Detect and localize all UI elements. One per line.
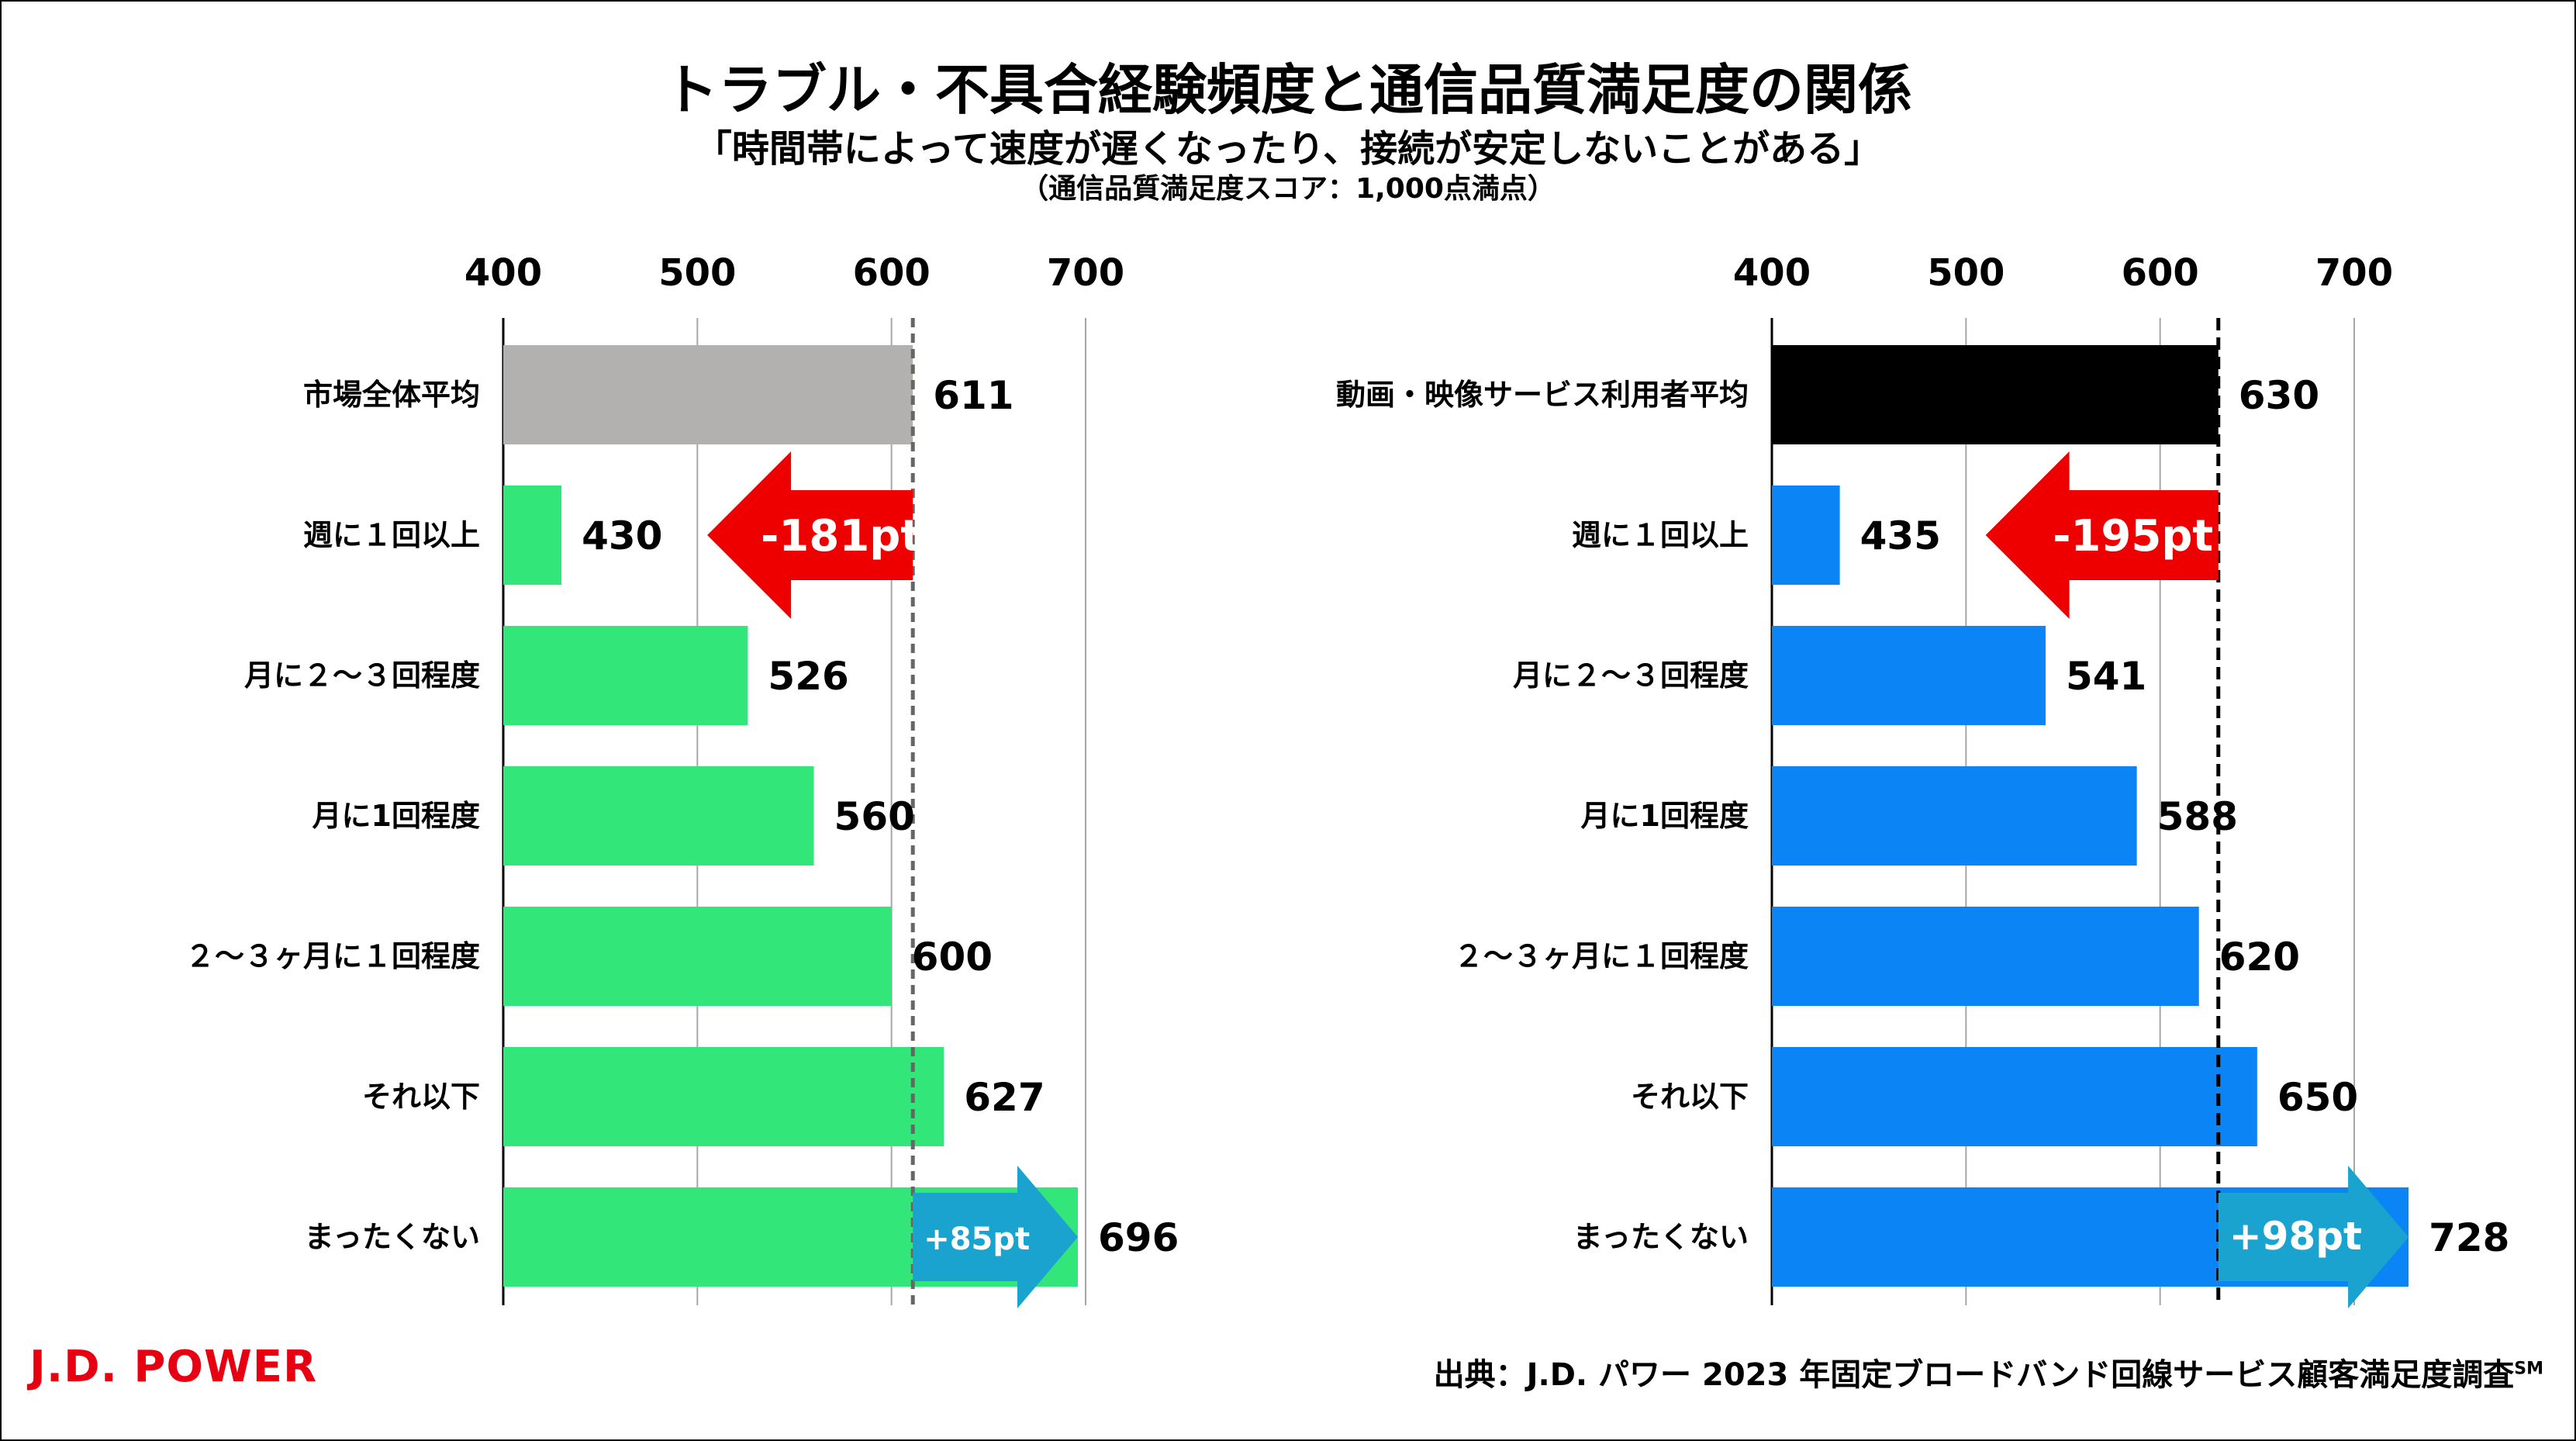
- right-value-label: 435: [1860, 513, 1941, 558]
- right-bar: [1772, 907, 2199, 1006]
- source-note: 出典：J.D. パワー 2023 年固定ブロードバンド回線サービス顧客満足度調査…: [1434, 1349, 2543, 1394]
- right-increase-arrow: [2218, 1166, 2409, 1308]
- chart-subtitle: 「時間帯によって速度が遅くなったり、接続が安定しないことがある」: [694, 127, 1882, 171]
- left-tick-label: 500: [658, 251, 736, 295]
- left-decrease-arrow: [707, 451, 913, 619]
- right-increase-label: +98pt: [2229, 1214, 2362, 1259]
- left-category-label: 週に１回以上: [303, 518, 480, 552]
- chart-title: トラブル・不具合経験頻度と通信品質満足度の関係: [664, 58, 1912, 122]
- right-tick-label: 600: [2122, 251, 2199, 295]
- left-value-label: 430: [582, 513, 662, 558]
- left-category-label: ２～３ヶ月に１回程度: [185, 939, 480, 973]
- left-category-label: 月に２～３回程度: [244, 658, 480, 693]
- right-tick-label: 500: [1927, 251, 2005, 295]
- left-category-label: 月に1回程度: [313, 799, 480, 833]
- left-value-label: 696: [1098, 1215, 1179, 1260]
- right-decrease-label: -195pt: [2053, 511, 2213, 562]
- left-value-label: 526: [768, 654, 848, 699]
- right-value-label: 588: [2157, 794, 2238, 839]
- right-category-label: 動画・映像サービス利用者平均: [1336, 378, 1749, 412]
- right-category-label: 月に２～３回程度: [1513, 658, 1749, 693]
- left-category-label: それ以下: [362, 1080, 480, 1114]
- right-bar: [1772, 1047, 2257, 1146]
- right-chart: 400 500 600 700 動画・映像サービス利用者平均週に１回以上月に２～３回程度…: [1336, 251, 2509, 1308]
- right-category-label: 月に1回程度: [1581, 799, 1749, 833]
- right-category-label: まったくない: [1573, 1220, 1749, 1254]
- right-category-label: それ以下: [1631, 1080, 1749, 1114]
- left-decrease-label: -181pt: [761, 511, 921, 562]
- right-value-label: 630: [2239, 373, 2319, 418]
- right-value-label: 650: [2277, 1075, 2358, 1120]
- right-category-label: ２～３ヶ月に１回程度: [1454, 939, 1749, 973]
- right-bar: [1772, 766, 2137, 866]
- right-value-label: 620: [2219, 935, 2300, 980]
- left-increase-arrow: [913, 1166, 1078, 1308]
- right-tick-label: 700: [2315, 251, 2393, 295]
- right-value-label: 541: [2066, 654, 2146, 699]
- left-value-label: 560: [834, 794, 915, 839]
- source-text: 出典：J.D. パワー 2023 年固定ブロードバンド回線サービス顧客満足度調査: [1433, 1357, 2515, 1393]
- left-bar: [503, 626, 748, 725]
- service-mark: SM: [2514, 1359, 2543, 1379]
- left-value-label: 627: [964, 1075, 1045, 1120]
- left-bar: [503, 1047, 944, 1146]
- left-category-label: まったくない: [305, 1220, 480, 1254]
- left-tick-label: 600: [853, 251, 931, 295]
- left-category-label: 市場全体平均: [303, 378, 480, 412]
- right-bar: [1772, 626, 2046, 725]
- jd-power-logo: J.D. POWER: [29, 1342, 318, 1392]
- right-category-label: 週に１回以上: [1572, 518, 1749, 552]
- left-value-label: 611: [933, 373, 1013, 418]
- right-decrease-arrow: [1985, 451, 2219, 619]
- score-note: （通信品質満足度スコア：1,000点満点）: [1020, 173, 1556, 205]
- right-value-label: 728: [2429, 1215, 2509, 1260]
- left-increase-label: +85pt: [924, 1222, 1030, 1257]
- left-tick-label: 700: [1047, 251, 1124, 295]
- left-bar: [503, 486, 562, 585]
- right-tick-label: 400: [1733, 251, 1811, 295]
- left-tick-label: 400: [464, 251, 542, 295]
- left-bar: [503, 345, 913, 444]
- right-bar: [1772, 345, 2219, 444]
- right-bar: [1772, 486, 1840, 585]
- left-bar: [503, 907, 892, 1006]
- left-bar: [503, 766, 814, 866]
- left-value-label: 600: [912, 935, 993, 980]
